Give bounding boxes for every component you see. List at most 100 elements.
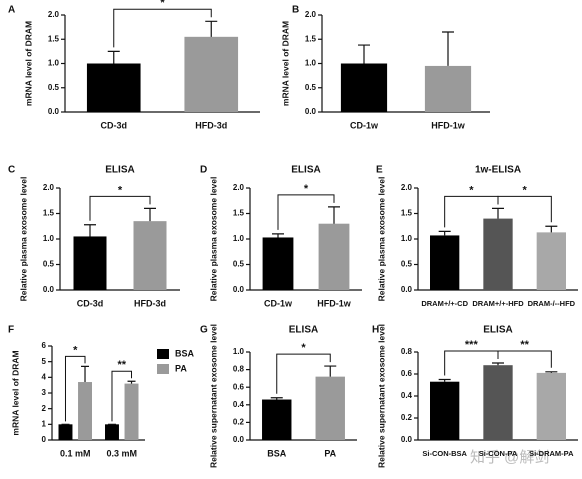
y-tick-label: 0.5 — [233, 260, 245, 269]
bar — [262, 399, 292, 440]
error-bar — [270, 397, 283, 400]
significance-label: * — [301, 342, 306, 354]
panel-letter: D — [200, 165, 207, 176]
y-tick-label: 1.0 — [48, 59, 60, 68]
error-bar — [127, 380, 136, 384]
x-tick-label: HFD-1w — [317, 298, 351, 308]
bar — [105, 424, 119, 440]
error-bar — [272, 233, 284, 238]
bar — [73, 236, 107, 290]
y-tick-label: 0.5 — [305, 83, 317, 92]
y-tick-label: 0.5 — [48, 83, 60, 92]
significance-bracket — [64, 355, 86, 422]
x-tick-label: 0.1 mM — [60, 448, 91, 458]
bar — [340, 63, 388, 112]
y-tick-label: 0.2 — [401, 413, 413, 422]
panel-letter: H — [372, 325, 379, 336]
bar — [536, 232, 566, 290]
significance-label: * — [118, 184, 123, 196]
x-tick-label: BSA — [267, 448, 287, 458]
x-tick-label: Si-CON-BSA — [422, 449, 467, 458]
bar — [184, 36, 239, 113]
bar — [483, 218, 513, 290]
y-tick-label: 2.0 — [233, 183, 245, 192]
y-axis-label: Relative plasma exosome level — [376, 177, 386, 302]
y-tick-label: 1.5 — [43, 209, 55, 218]
panel-title: ELISA — [289, 325, 318, 336]
y-tick-label: 6 — [42, 341, 47, 350]
panel-letter: A — [8, 5, 15, 16]
significance-label: *** — [465, 339, 479, 351]
x-tick-label: DRAM-/--HFD — [528, 299, 576, 308]
y-axis-label: Relative plasma exosome level — [208, 177, 218, 302]
panel-title: ELISA — [105, 165, 134, 176]
x-tick-label: CD-3d — [77, 298, 104, 308]
y-tick-label: 2.0 — [401, 183, 413, 192]
error-bar — [107, 50, 120, 64]
x-tick-label: Si-DRAM-PA — [529, 449, 574, 458]
y-tick-label: 0.5 — [43, 260, 55, 269]
y-tick-label: 0.4 — [233, 400, 245, 409]
y-tick-label: 0.0 — [401, 435, 413, 444]
legend-label: BSA — [175, 348, 195, 358]
bar — [58, 424, 73, 440]
significance-label: * — [469, 184, 474, 196]
y-tick-label: 1.5 — [401, 209, 413, 218]
x-tick-label: CD-1w — [264, 298, 293, 308]
significance-bracket — [276, 353, 331, 394]
y-tick-label: 0 — [42, 435, 47, 444]
y-tick-label: 0.0 — [233, 435, 245, 444]
panel-letter: C — [8, 165, 15, 176]
y-tick-label: 0.0 — [233, 285, 245, 294]
y-tick-label: 1.0 — [43, 234, 55, 243]
y-tick-label: 0.0 — [401, 285, 413, 294]
error-bar — [205, 20, 218, 37]
x-tick-label: HFD-3d — [195, 120, 227, 130]
significance-label: * — [160, 0, 165, 9]
significance-bracket — [277, 194, 335, 230]
legend-swatch — [157, 364, 169, 374]
panel-letter: E — [376, 165, 383, 176]
error-bar — [324, 365, 337, 377]
y-tick-label: 0.5 — [401, 260, 413, 269]
bar — [86, 63, 141, 112]
error-bar — [328, 206, 340, 224]
x-tick-label: CD-1w — [350, 120, 379, 130]
error-bar — [492, 207, 504, 219]
y-tick-label: 0.2 — [233, 418, 245, 427]
bar — [78, 382, 92, 440]
legend-label: PA — [175, 363, 187, 373]
bar — [430, 381, 460, 440]
y-tick-label: 0.0 — [43, 285, 55, 294]
error-bar — [144, 207, 156, 222]
error-bar — [84, 224, 96, 237]
bar — [424, 65, 472, 112]
bar — [315, 376, 345, 440]
error-bar — [442, 31, 454, 66]
bar — [124, 383, 139, 440]
significance-bracket — [497, 350, 552, 368]
y-tick-label: 0.0 — [305, 107, 317, 116]
error-bar — [438, 378, 451, 382]
y-tick-label: 0.6 — [233, 382, 245, 391]
y-tick-label: 1 — [42, 419, 47, 428]
x-tick-label: PA — [324, 448, 336, 458]
y-axis-label: Relative supernatant exosome level — [208, 324, 218, 468]
legend-swatch — [157, 349, 169, 359]
y-tick-label: 1.0 — [401, 234, 413, 243]
x-tick-label: HFD-1w — [431, 120, 465, 130]
x-tick-label: 0.3 mM — [106, 448, 137, 458]
y-axis-label: Relative plasma exosome level — [18, 177, 28, 302]
y-tick-label: 5 — [42, 357, 47, 366]
y-tick-label: 1.5 — [305, 34, 317, 43]
y-tick-label: 1.0 — [233, 234, 245, 243]
significance-label: ** — [117, 359, 126, 371]
y-tick-label: 1.5 — [48, 34, 60, 43]
x-tick-label: HFD-3d — [134, 298, 166, 308]
panel-letter: G — [200, 325, 208, 336]
panel-title: ELISA — [291, 165, 320, 176]
bar — [430, 235, 460, 290]
y-tick-label: 3 — [42, 388, 47, 397]
y-tick-label: 1.5 — [233, 209, 245, 218]
